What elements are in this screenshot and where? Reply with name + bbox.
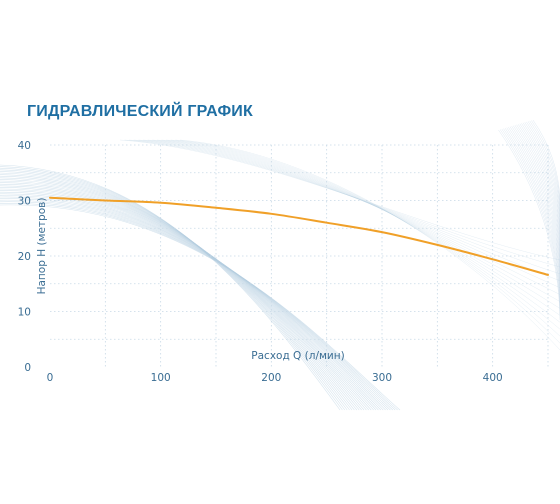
wave-line <box>0 182 367 411</box>
wave-line <box>161 139 560 323</box>
wave-line <box>513 125 560 269</box>
wave-line <box>133 139 560 282</box>
wave-line <box>175 139 560 344</box>
wave-line <box>156 139 560 316</box>
x-axis-label: Расход Q (л/мин) <box>251 350 344 362</box>
wave-line <box>0 175 358 411</box>
wave-line <box>501 128 560 309</box>
wave-line <box>499 129 560 315</box>
wave-line <box>531 120 560 206</box>
decorative-wave-background <box>0 119 560 411</box>
wave-line <box>166 139 560 330</box>
wave-line <box>147 139 560 302</box>
wave-line <box>526 121 560 223</box>
x-tick-label: 400 <box>483 372 503 384</box>
wave-line <box>522 122 560 235</box>
wave-line <box>527 121 560 218</box>
wave-line <box>129 139 560 275</box>
wave-line <box>0 204 401 411</box>
wave-line <box>0 195 386 411</box>
wave-line <box>0 179 362 411</box>
x-tick-label: 300 <box>372 372 392 384</box>
wave-line <box>124 139 560 268</box>
x-tick-label: 0 <box>47 372 54 384</box>
wave-line <box>0 201 396 411</box>
wave-line <box>503 128 560 303</box>
wave-line <box>514 125 560 263</box>
y-axis-ticks: 0 10 20 30 40 <box>18 140 31 374</box>
wave-line <box>524 122 560 229</box>
x-tick-label: 100 <box>151 372 171 384</box>
wave-line <box>0 180 365 411</box>
wave-line <box>532 119 560 201</box>
grid <box>50 144 549 367</box>
series-line <box>49 196 549 276</box>
wave-line <box>170 139 560 337</box>
wave-line <box>0 196 389 411</box>
wave-line <box>0 198 391 411</box>
wave-line <box>509 126 560 281</box>
y-tick-label: 30 <box>18 196 31 208</box>
wave-line <box>0 203 398 411</box>
y-tick-label: 20 <box>18 251 31 263</box>
y-axis-label: Напор Н (метров) <box>36 198 48 295</box>
wave-line <box>0 199 394 411</box>
wave-line <box>0 177 360 411</box>
wave-line <box>0 193 384 411</box>
wave-line <box>179 139 560 351</box>
wave-line <box>152 139 560 309</box>
y-tick-label: 10 <box>18 307 31 319</box>
x-tick-label: 200 <box>261 372 281 384</box>
wave-line <box>119 139 560 261</box>
wave-line <box>521 123 560 241</box>
x-axis-ticks: 0 100 200 300 400 <box>47 372 503 384</box>
wave-line <box>143 139 560 295</box>
chart-title: ГИДРАВЛИЧЕСКИЙ ГРАФИК <box>27 103 253 120</box>
y-tick-label: 0 <box>24 362 31 374</box>
wave-line <box>498 129 560 321</box>
wave-line <box>529 120 560 212</box>
wave-line <box>0 183 370 411</box>
wave-line <box>138 139 560 288</box>
wave-line <box>511 126 560 275</box>
y-tick-label: 40 <box>18 140 31 152</box>
